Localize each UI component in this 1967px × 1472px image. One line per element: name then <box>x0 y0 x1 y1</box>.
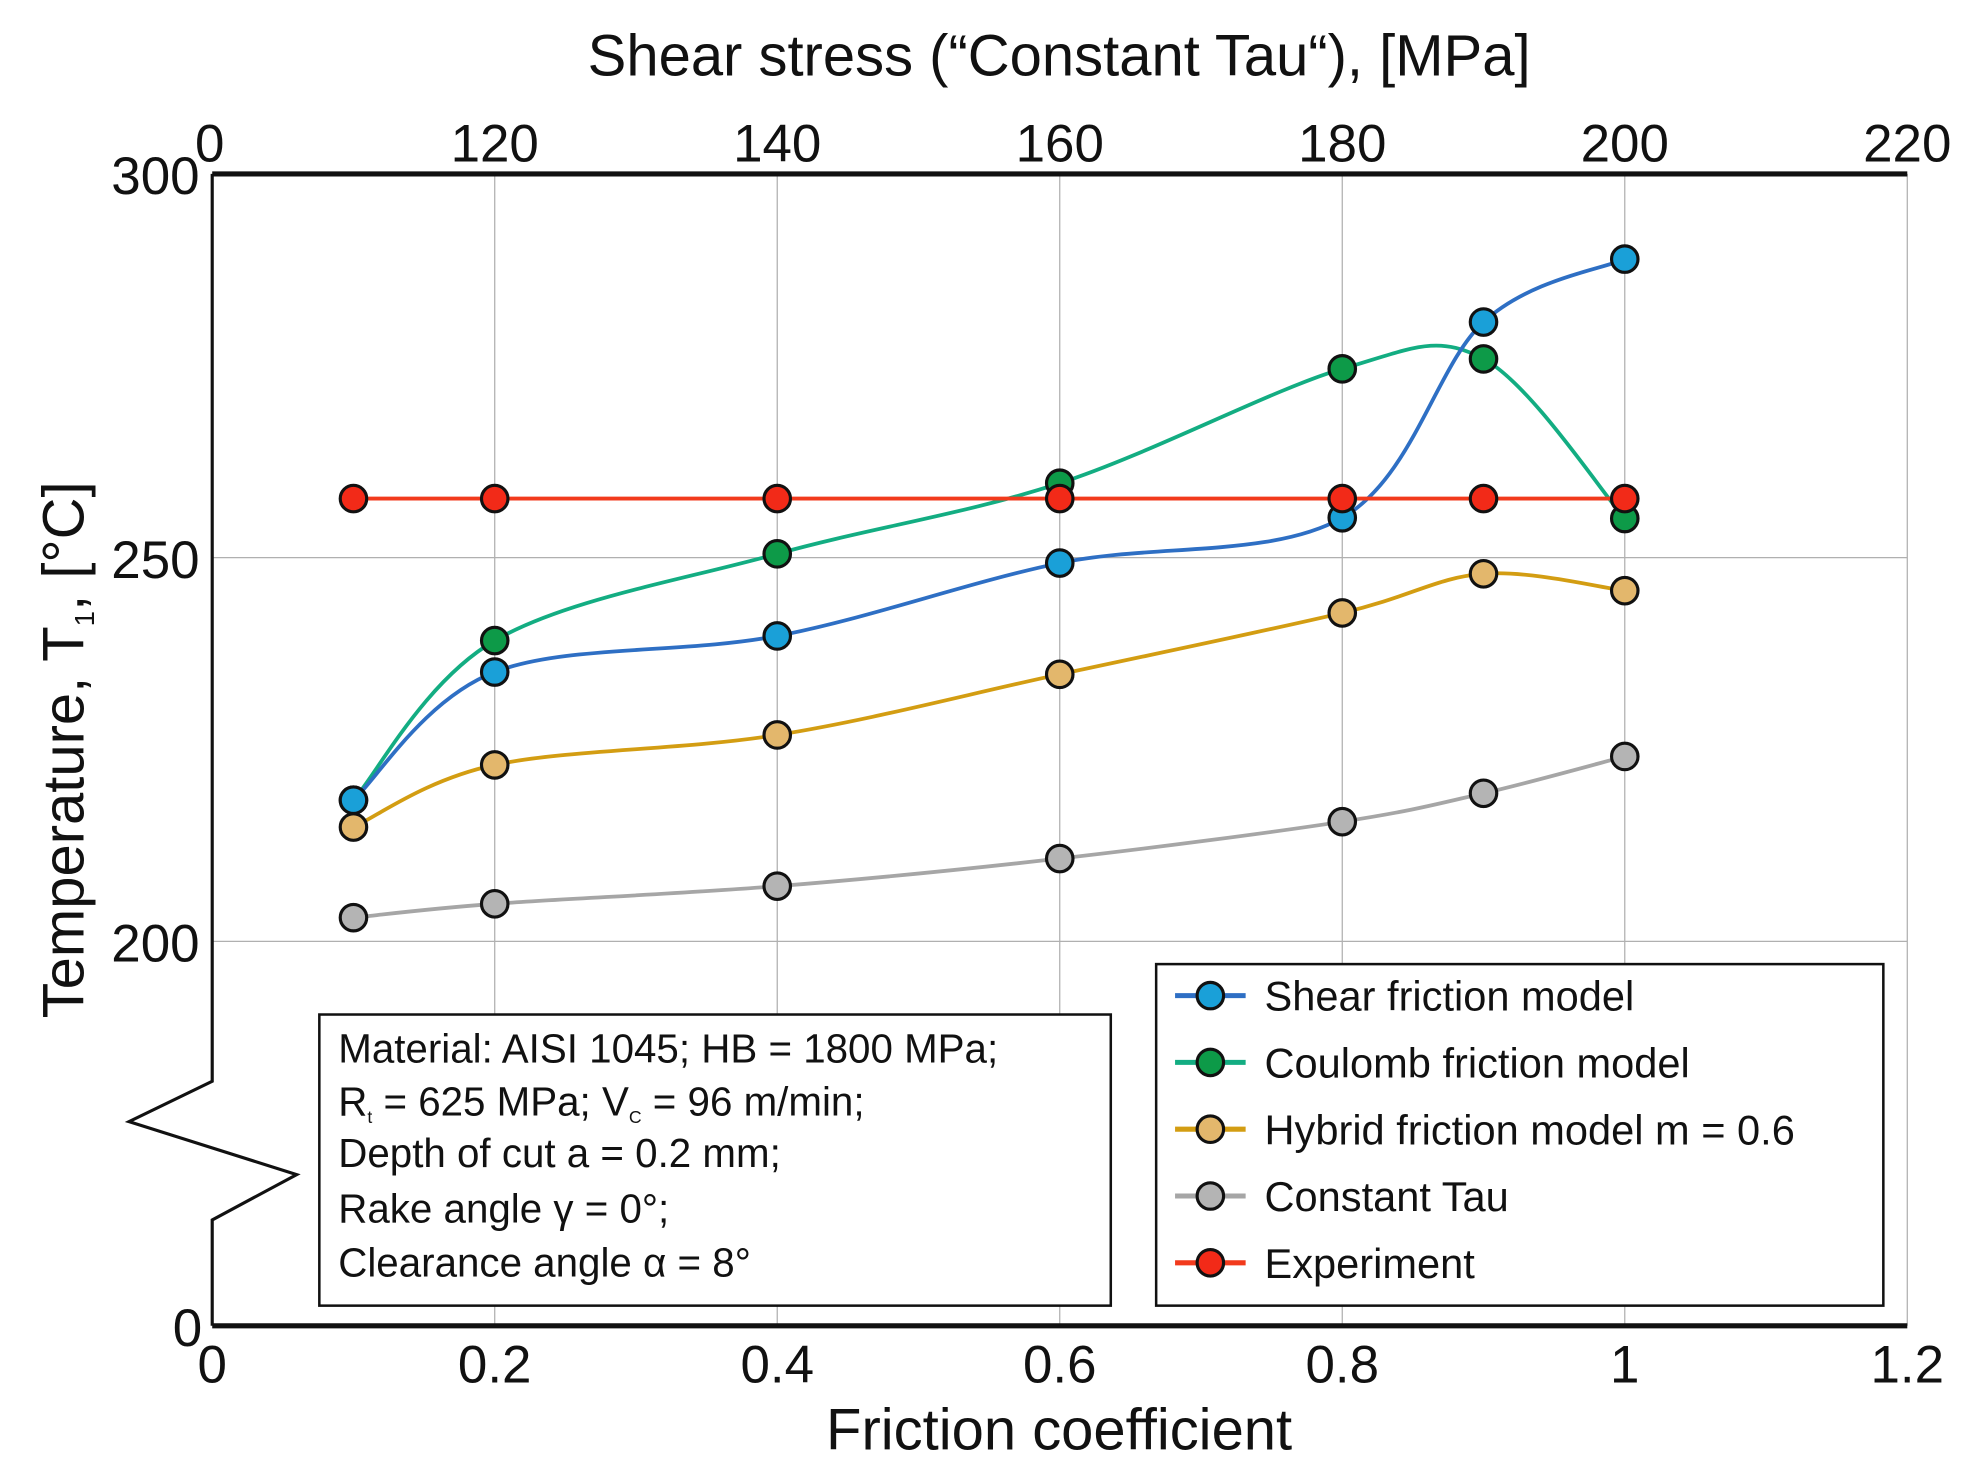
data-point <box>1609 483 1640 514</box>
x-tick-label: 0.2 <box>458 1336 532 1395</box>
x2-tick-label: 0 <box>195 114 224 173</box>
data-point <box>1468 344 1499 374</box>
legend-marker <box>1195 1181 1226 1211</box>
legend-label: Hybrid friction model m = 0.6 <box>1265 1106 1795 1153</box>
annotation-line-4: Rake angle γ = 0°; <box>338 1185 669 1231</box>
data-point <box>479 625 510 656</box>
y-tick-label: 300 <box>111 147 199 206</box>
x2-axis-title: Shear stress (“Constant Tau“), [MPa] <box>588 25 1531 89</box>
y-axis-title-sub: 1 <box>69 611 100 626</box>
data-point <box>338 785 369 816</box>
data-point <box>1468 483 1499 514</box>
x2-tick-label: 180 <box>1298 114 1386 173</box>
legend-label: Coulomb friction model <box>1265 1040 1690 1087</box>
series-line <box>352 571 1625 829</box>
data-point <box>762 483 793 514</box>
axes <box>124 171 1908 1329</box>
tick-labels: 000.21200.41400.61600.818012001.22203002… <box>111 114 1951 1394</box>
data-point <box>762 539 793 569</box>
y-tick-label: 250 <box>111 531 199 590</box>
y-axis-title-unit: , [°C] <box>33 481 97 610</box>
legend: Shear friction model Coulomb friction mod… <box>1154 962 1885 1307</box>
data-point <box>479 483 510 514</box>
x-tick-label: 0.4 <box>740 1336 814 1395</box>
data-point <box>1044 483 1075 514</box>
data-point <box>1327 598 1358 628</box>
data-point <box>479 889 510 919</box>
series-line <box>353 754 1626 920</box>
data-point <box>338 902 369 933</box>
legend-label: Experiment <box>1265 1240 1476 1287</box>
data-point <box>1044 548 1075 578</box>
data-point <box>1327 354 1358 384</box>
data-point <box>762 720 793 750</box>
y-axis-title: Temperature, T1, [°C] <box>33 481 100 1018</box>
y-axis-title-main: Temperature, T <box>33 626 97 1018</box>
data-point <box>1044 843 1075 874</box>
data-point <box>762 621 793 651</box>
data-point <box>479 657 510 687</box>
data-point <box>1327 806 1358 837</box>
data-point <box>1609 575 1640 606</box>
x2-tick-label: 160 <box>1016 114 1104 173</box>
annotation-line-3: Depth of cut a = 0.2 mm; <box>338 1130 781 1176</box>
annotation-line-1: Material: AISI 1045; HB = 1800 MPa; <box>338 1025 998 1071</box>
x-tick-label: 1 <box>1610 1336 1639 1395</box>
annotation-line-2: Rt = 625 MPa; VC = 96 m/min; <box>338 1078 864 1127</box>
data-point <box>1044 659 1075 690</box>
legend-label: Constant Tau <box>1265 1173 1509 1220</box>
data-point <box>338 812 369 842</box>
x-axis-title: Friction coefficient <box>826 1398 1292 1462</box>
x-tick-label: 0.8 <box>1305 1336 1379 1395</box>
x2-tick-label: 120 <box>451 114 539 173</box>
series-line <box>352 343 1627 802</box>
legend-marker <box>1195 980 1226 1011</box>
annotation-line-5: Clearance angle α = 8° <box>338 1240 751 1286</box>
data-point <box>1609 244 1640 274</box>
data-point <box>1468 307 1499 337</box>
legend-marker <box>1195 1247 1226 1278</box>
x2-tick-label: 200 <box>1581 114 1669 173</box>
series-group <box>338 244 1640 933</box>
y-tick-label: 200 <box>111 915 199 974</box>
data-point <box>1468 778 1499 809</box>
data-point <box>1327 483 1358 514</box>
x-tick-label: 0 <box>197 1336 226 1395</box>
x2-tick-label: 220 <box>1863 114 1951 173</box>
annotation-box: Material: AISI 1045; HB = 1800 MPa; Rt =… <box>318 1013 1113 1307</box>
legend-marker <box>1195 1047 1226 1078</box>
data-point <box>1468 558 1499 589</box>
data-point <box>1609 741 1640 772</box>
x-tick-label: 1.2 <box>1870 1336 1944 1395</box>
legend-marker <box>1195 1114 1226 1145</box>
series-line <box>352 257 1626 802</box>
x-tick-label: 0.6 <box>1023 1336 1097 1395</box>
data-point <box>338 483 369 514</box>
y-axis-break-line <box>124 173 301 1326</box>
data-point <box>762 871 793 901</box>
x2-tick-label: 140 <box>733 114 821 173</box>
y-tick-label: 0 <box>173 1299 202 1358</box>
data-point <box>479 750 510 780</box>
legend-label: Shear friction model <box>1265 973 1635 1020</box>
